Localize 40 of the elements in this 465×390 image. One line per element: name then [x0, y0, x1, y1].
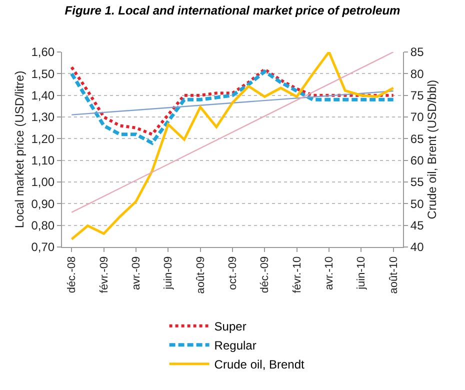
line-series — [70, 70, 396, 145]
chart-title: Figure 1. Local and international market price of petroleum — [64, 3, 401, 18]
legend-label: Crude oil, Brendt — [214, 358, 306, 372]
y-tick-label: 1,50 — [31, 66, 55, 81]
x-tick-label: avr.-10 — [324, 256, 336, 290]
y2-tick-label: 85 — [410, 45, 424, 60]
line-series — [70, 66, 395, 136]
y-axis-title: Local market price (USD/litre) — [12, 70, 27, 228]
y-tick-label: 0,90 — [31, 196, 55, 211]
y-tick-label: 1,60 — [31, 45, 55, 60]
y2-tick-label: 75 — [410, 88, 424, 103]
x-tick-label: oct.-09 — [227, 256, 240, 290]
y2-tick-label: 65 — [410, 132, 424, 146]
y-tick-label: 1,20 — [31, 132, 55, 146]
legend-label: Regular — [214, 338, 256, 353]
x-tick-label: févr.-09 — [98, 256, 110, 294]
line-series — [70, 52, 395, 240]
y2-tick-label: 60 — [410, 154, 424, 168]
y2-tick-label: 55 — [410, 175, 424, 190]
x-tick-label: juin-09 — [162, 256, 175, 290]
x-tick-label: déc.-08 — [66, 256, 78, 294]
y2-tick-label: 70 — [410, 110, 424, 124]
x-tick-label: août-10 — [388, 256, 400, 294]
y2-tick-label: 80 — [410, 66, 424, 81]
y-tick-label: 1,40 — [31, 88, 55, 103]
x-tick-label: juin-10 — [356, 256, 368, 290]
x-tick-label: déc.-09 — [259, 256, 272, 294]
y-tick-label: 1,10 — [31, 154, 55, 168]
y2-tick-label: 45 — [410, 218, 424, 233]
y-tick-label: 0,80 — [31, 218, 55, 233]
x-tick-label: avr.-09 — [130, 256, 143, 290]
y2-axis-title: Crude oil, Brent (USD/bbl) — [424, 80, 439, 220]
y-tick-label: 1,00 — [31, 175, 55, 190]
y2-tick-label: 50 — [410, 196, 424, 211]
y-tick-label: 0,70 — [31, 240, 55, 254]
x-tick-label: août-09 — [194, 256, 207, 294]
y-tick-label: 1,30 — [31, 110, 55, 124]
y2-tick-label: 40 — [410, 240, 424, 254]
legend-label: Super — [214, 320, 246, 334]
x-tick-label: févr.-10 — [291, 256, 304, 294]
